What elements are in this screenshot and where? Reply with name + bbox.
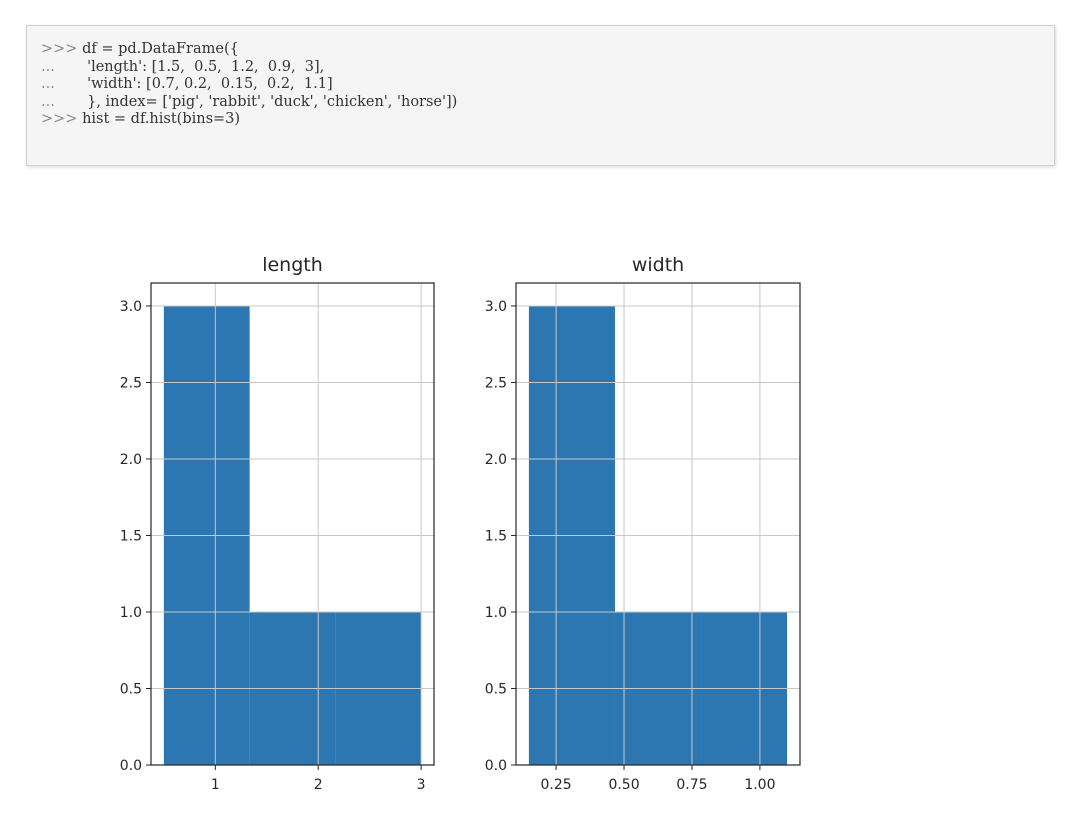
code-text: 'width': [0.7, 0.2, 0.15, 0.2, 1.1] — [87, 76, 333, 92]
chart-title: length — [262, 254, 323, 276]
y-tick-label: 0.5 — [485, 681, 507, 697]
code-line: ... 'width': [0.7, 0.2, 0.15, 0.2, 1.1] — [41, 76, 1054, 94]
code-line: ... 'length': [1.5, 0.5, 1.2, 0.9, 3], — [41, 59, 1054, 77]
y-tick-label: 3.0 — [120, 299, 142, 315]
code-block: >>> df = pd.DataFrame({ ... 'length': [1… — [26, 25, 1055, 166]
code-line: >>> hist = df.hist(bins=3) — [41, 111, 1054, 129]
y-tick-label: 0.5 — [120, 681, 142, 697]
y-tick-label: 1.5 — [485, 528, 507, 544]
chart-title: width — [632, 254, 684, 276]
axes-frame — [150, 282, 435, 766]
code-text: df = pd.DataFrame({ — [82, 41, 239, 57]
x-tick-label: 0.50 — [608, 777, 639, 793]
y-tick-label: 3.0 — [485, 299, 507, 315]
code-line: >>> df = pd.DataFrame({ — [41, 41, 1054, 59]
code-prompt: ... — [41, 93, 88, 110]
y-tick-label: 1.5 — [120, 528, 142, 544]
code-prompt: >>> — [41, 41, 83, 57]
y-tick-label: 2.5 — [120, 375, 142, 391]
y-tick-label: 2.0 — [485, 452, 507, 468]
x-tick-label: 1.00 — [744, 777, 775, 793]
x-tick-label: 0.75 — [676, 777, 707, 793]
code-line: ... }, index= ['pig', 'rabbit', 'duck', … — [41, 94, 1054, 112]
x-tick-label: 2 — [314, 777, 323, 793]
code-text: }, index= ['pig', 'rabbit', 'duck', 'chi… — [87, 93, 458, 110]
x-tick-label: 0.25 — [541, 777, 572, 793]
histogram-panel-width: 0.0 0.5 1.0 1.5 2.0 2.5 3.0 0.25 0.50 0.75 1.00 wid… — [485, 254, 801, 793]
y-tick-label: 1.0 — [120, 605, 142, 621]
code-prompt: ... — [41, 58, 88, 75]
y-tick-label: 1.0 — [485, 605, 507, 621]
code-prompt: >>> — [41, 111, 83, 127]
code-text: hist = df.hist(bins=3) — [82, 111, 241, 127]
y-tick-label: 2.0 — [120, 452, 142, 468]
code-text: 'length': [1.5, 0.5, 1.2, 0.9, 3], — [87, 58, 325, 75]
y-tick-label: 0.0 — [485, 758, 507, 774]
y-tick-label: 2.5 — [485, 375, 507, 391]
x-tick-label: 3 — [417, 777, 426, 793]
x-tick-label: 1 — [211, 777, 220, 793]
code-prompt: ... — [41, 76, 88, 92]
axes-frame — [515, 282, 801, 766]
y-tick-label: 0.0 — [120, 758, 142, 774]
histogram-panel-length: 0.0 0.5 1.0 1.5 2.0 2.5 3.0 1 2 3 length — [120, 254, 435, 793]
